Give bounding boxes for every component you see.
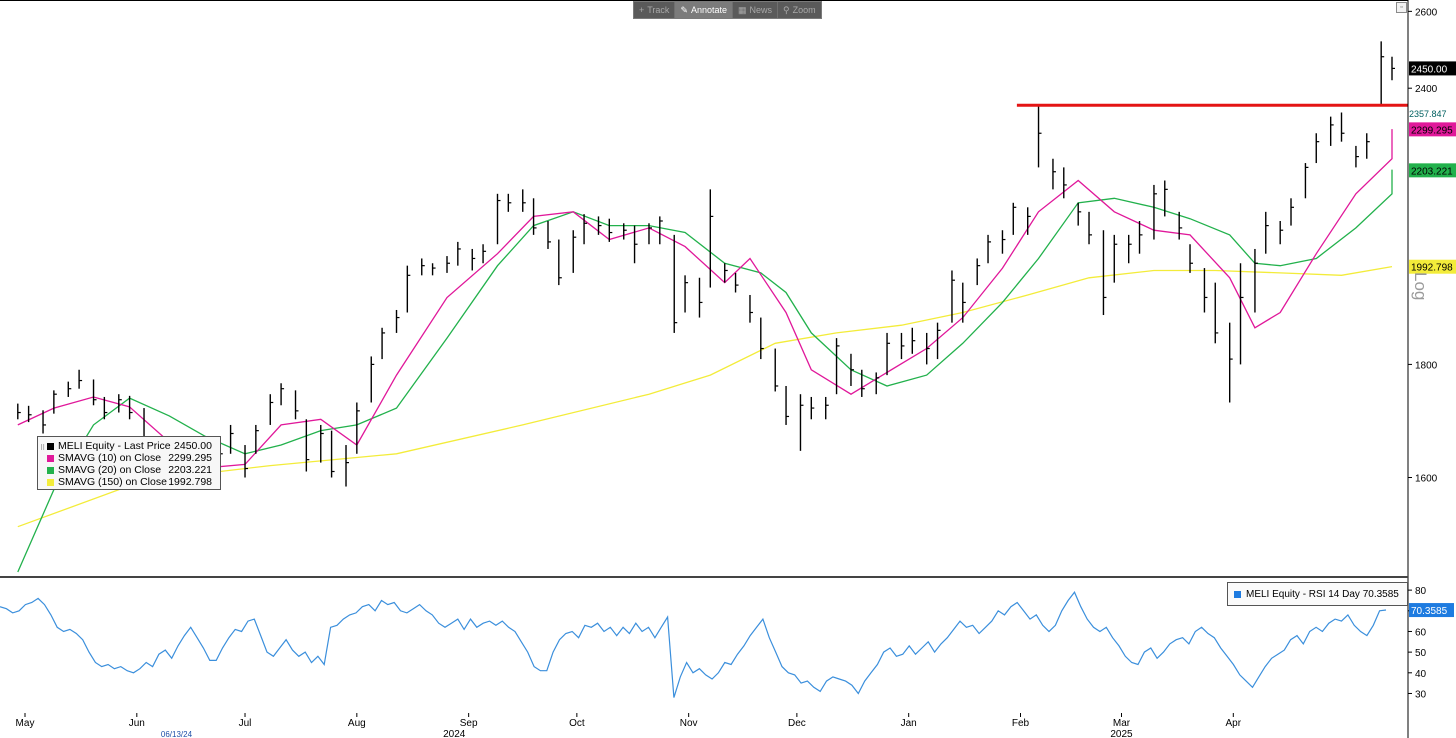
legend-swatch-black — [47, 442, 54, 450]
sma150-value-tag-bg — [1409, 259, 1456, 274]
legend-row-sma10: SMAVG (10) on Close 2299.295 — [47, 452, 220, 464]
rsi-panel — [0, 591, 1387, 698]
sma20-value-tag: 2203.221 — [1411, 166, 1453, 177]
price-y-tick-label: 1600 — [1415, 473, 1438, 484]
annotate-button-label: Annotate — [690, 5, 728, 15]
moving-average-line — [17, 169, 1393, 573]
zoom-icon: ⚲ — [783, 4, 790, 15]
sma150-value-tag: 1992.798 — [1411, 263, 1453, 274]
legend-swatch-yellow — [47, 478, 54, 486]
annotate-button[interactable]: ✎ Annotate — [675, 2, 734, 18]
x-month-label: Apr — [1226, 718, 1242, 729]
legend-series-name: SMAVG (10) on Close — [58, 452, 162, 464]
sma20-value-tag-bg — [1409, 163, 1456, 178]
x-year-label: 2025 — [1110, 729, 1133, 738]
rsi-value-tag: 70.3585 — [1411, 606, 1448, 617]
price-y-tick-label: 2600 — [1415, 7, 1438, 18]
x-month-label: Jun — [129, 718, 145, 729]
rsi-legend[interactable]: MELI Equity - RSI 14 Day 70.3585 — [1227, 582, 1408, 606]
date-marker-label: 06/13/24 — [161, 730, 193, 738]
price-legend[interactable]: ⠿ MELI Equity - Last Price 2450.00 SMAVG… — [37, 436, 221, 490]
news-button[interactable]: ▦ News — [733, 2, 779, 18]
price-panel — [17, 41, 1408, 573]
sma10-value-tag: 2299.295 — [1411, 125, 1453, 136]
rsi-line — [0, 591, 1387, 698]
plus-icon: + — [639, 5, 645, 15]
x-month-label: Dec — [788, 718, 806, 729]
price-y-tick-label: 1800 — [1415, 360, 1438, 371]
x-month-label: Sep — [460, 718, 478, 729]
rsi-y-tick-label: 40 — [1415, 669, 1427, 680]
last-price-tag: 2450.00 — [1411, 64, 1448, 75]
legend-row-sma150: SMAVG (150) on Close 1992.798 — [47, 476, 220, 488]
rsi-value-tag-bg — [1409, 603, 1454, 618]
x-month-label: Feb — [1012, 718, 1030, 729]
moving-average-line — [17, 265, 1393, 528]
legend-series-value: 2203.221 — [168, 464, 212, 476]
track-button[interactable]: + Track — [634, 2, 676, 18]
x-month-label: Jan — [901, 718, 917, 729]
log-scale-label[interactable]: Log — [1411, 272, 1430, 301]
zoom-button[interactable]: ⚲ Zoom — [778, 2, 821, 18]
legend-series-value: 2450.00 — [174, 440, 212, 452]
pencil-icon: ✎ — [680, 4, 688, 15]
resistance-value-label: 2357.847 — [1409, 109, 1447, 119]
legend-series-name: MELI Equity - Last Price — [58, 440, 171, 452]
last-price-tag-bg — [1409, 61, 1456, 76]
zoom-button-label: Zoom — [792, 5, 816, 15]
legend-series-value: 2299.295 — [168, 452, 212, 464]
x-month-label: Aug — [348, 718, 366, 729]
x-month-label: May — [16, 718, 35, 729]
x-month-label: Nov — [680, 718, 698, 729]
legend-series-name: SMAVG (20) on Close — [58, 464, 162, 476]
drag-handle-icon[interactable]: ⠿ — [40, 445, 46, 452]
moving-average-line — [17, 129, 1393, 469]
x-year-label: 2024 — [443, 729, 466, 738]
x-month-label: Jul — [239, 718, 252, 729]
chart-toolbar: + Track ✎ Annotate ▦ News ⚲ Zoom — [633, 1, 822, 19]
legend-series-name: SMAVG (150) on Close — [58, 476, 167, 488]
legend-row-sma20: SMAVG (20) on Close 2203.221 — [47, 464, 220, 476]
rsi-y-tick-label: 80 — [1415, 586, 1427, 597]
rsi-y-tick-label: 30 — [1415, 689, 1427, 700]
rsi-legend-title: MELI Equity - RSI 14 Day 70.3585 — [1246, 588, 1399, 600]
panel-options-icon[interactable]: ▫ — [1396, 2, 1407, 13]
legend-swatch-magenta — [47, 454, 54, 462]
legend-row-last-price: MELI Equity - Last Price 2450.00 — [47, 440, 220, 452]
rsi-legend-swatch — [1234, 590, 1241, 598]
price-y-tick-label: 2400 — [1415, 84, 1438, 95]
legend-series-value: 1992.798 — [168, 476, 212, 488]
rsi-y-tick-label: 60 — [1415, 627, 1427, 638]
rsi-y-tick-label: 50 — [1415, 648, 1427, 659]
news-icon: ▦ — [738, 4, 747, 15]
x-month-label: Oct — [569, 718, 585, 729]
track-button-label: Track — [647, 5, 670, 15]
x-month-label: Mar — [1113, 718, 1131, 729]
legend-swatch-green — [47, 466, 54, 474]
sma10-value-tag-bg — [1409, 122, 1456, 137]
news-button-label: News — [749, 5, 773, 15]
